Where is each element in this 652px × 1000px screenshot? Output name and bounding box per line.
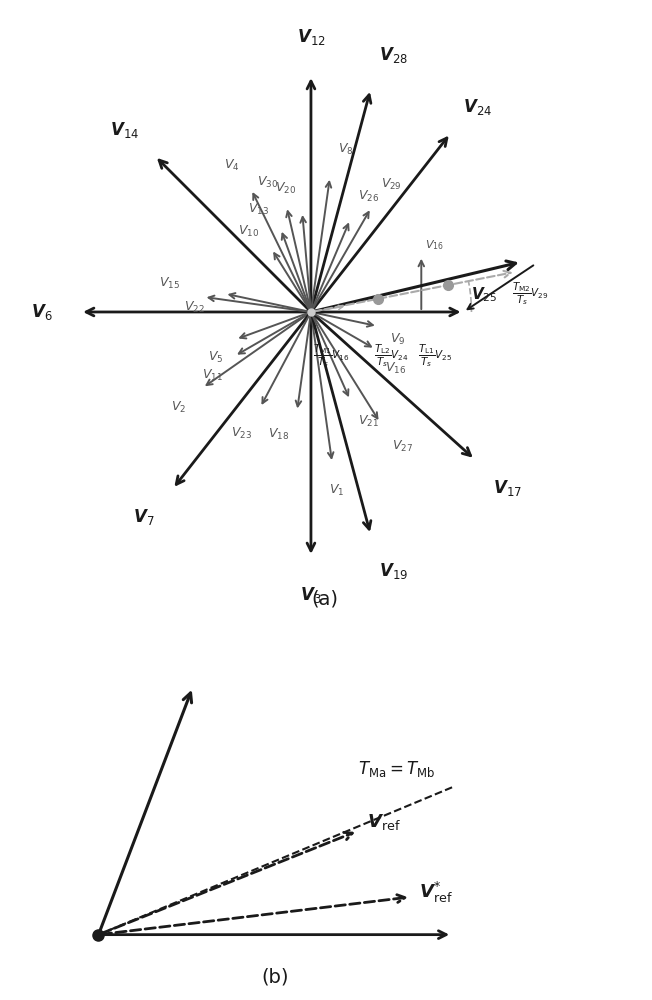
Text: $\boldsymbol{V}_{\mathrm{ref}}^{*}$: $\boldsymbol{V}_{\mathrm{ref}}^{*}$ xyxy=(419,880,453,905)
Text: $\dfrac{T_{\mathrm{L1}}}{T_s}V_{25}$: $\dfrac{T_{\mathrm{L1}}}{T_s}V_{25}$ xyxy=(418,342,452,369)
Text: $\boldsymbol{V}_{24}$: $\boldsymbol{V}_{24}$ xyxy=(462,97,492,117)
Text: $V_{27}$: $V_{27}$ xyxy=(392,439,413,454)
Text: $\boldsymbol{V}_{3}$: $\boldsymbol{V}_{3}$ xyxy=(300,585,321,605)
Text: $V_{11}$: $V_{11}$ xyxy=(201,368,222,383)
Text: $\boldsymbol{V}_{6}$: $\boldsymbol{V}_{6}$ xyxy=(31,302,52,322)
Text: $\boldsymbol{V}_{19}$: $\boldsymbol{V}_{19}$ xyxy=(379,561,408,581)
Text: (a): (a) xyxy=(312,590,338,609)
Text: $V_{15}$: $V_{15}$ xyxy=(158,276,179,291)
Text: $V_{29}$: $V_{29}$ xyxy=(381,177,402,192)
Text: $V_{16}$: $V_{16}$ xyxy=(385,361,406,376)
Text: $\boldsymbol{V}_{28}$: $\boldsymbol{V}_{28}$ xyxy=(379,45,408,65)
Text: $V_{4}$: $V_{4}$ xyxy=(224,158,239,173)
Text: $V_{18}$: $V_{18}$ xyxy=(268,427,289,442)
Text: $V_{9}$: $V_{9}$ xyxy=(390,332,405,347)
Text: $V_{1}$: $V_{1}$ xyxy=(329,483,344,498)
Text: $V_{16}$: $V_{16}$ xyxy=(425,238,444,252)
Text: $\dfrac{T_{\mathrm{M1}}}{T_s}V_{16}$: $\dfrac{T_{\mathrm{M1}}}{T_s}V_{16}$ xyxy=(313,342,349,369)
Text: $V_{5}$: $V_{5}$ xyxy=(208,349,224,365)
Text: $V_{22}$: $V_{22}$ xyxy=(184,300,205,315)
Text: (b): (b) xyxy=(261,968,289,987)
Text: $\boldsymbol{V}_{\mathrm{ref}}$: $\boldsymbol{V}_{\mathrm{ref}}$ xyxy=(367,812,401,832)
Text: $\boldsymbol{V}_{17}$: $\boldsymbol{V}_{17}$ xyxy=(493,478,522,498)
Text: $\boldsymbol{V}_{14}$: $\boldsymbol{V}_{14}$ xyxy=(110,120,139,140)
Text: $V_{10}$: $V_{10}$ xyxy=(239,224,259,239)
Text: $\dfrac{T_{\mathrm{M2}}}{T_s}V_{29}$: $\dfrac{T_{\mathrm{M2}}}{T_s}V_{29}$ xyxy=(512,280,548,307)
Text: $T_{\mathrm{Ma}}=T_{\mathrm{Mb}}$: $T_{\mathrm{Ma}}=T_{\mathrm{Mb}}$ xyxy=(358,759,435,779)
Text: $V_{2}$: $V_{2}$ xyxy=(171,400,186,415)
Text: $\boldsymbol{V}_{12}$: $\boldsymbol{V}_{12}$ xyxy=(297,27,325,47)
Text: $V_{26}$: $V_{26}$ xyxy=(358,188,379,204)
Text: $V_{20}$: $V_{20}$ xyxy=(275,181,296,196)
Text: $\boldsymbol{V}_{25}$: $\boldsymbol{V}_{25}$ xyxy=(471,285,498,304)
Text: $V_{21}$: $V_{21}$ xyxy=(358,414,379,429)
Text: $\dfrac{T_{\mathrm{L2}}}{T_s}V_{24}$: $\dfrac{T_{\mathrm{L2}}}{T_s}V_{24}$ xyxy=(374,342,408,369)
Text: $V_{30}$: $V_{30}$ xyxy=(258,175,278,190)
Text: $V_{23}$: $V_{23}$ xyxy=(231,426,252,441)
Text: $V_{13}$: $V_{13}$ xyxy=(248,202,269,217)
Text: $V_{8}$: $V_{8}$ xyxy=(338,142,353,157)
Text: $\boldsymbol{V}_{7}$: $\boldsymbol{V}_{7}$ xyxy=(133,507,155,527)
